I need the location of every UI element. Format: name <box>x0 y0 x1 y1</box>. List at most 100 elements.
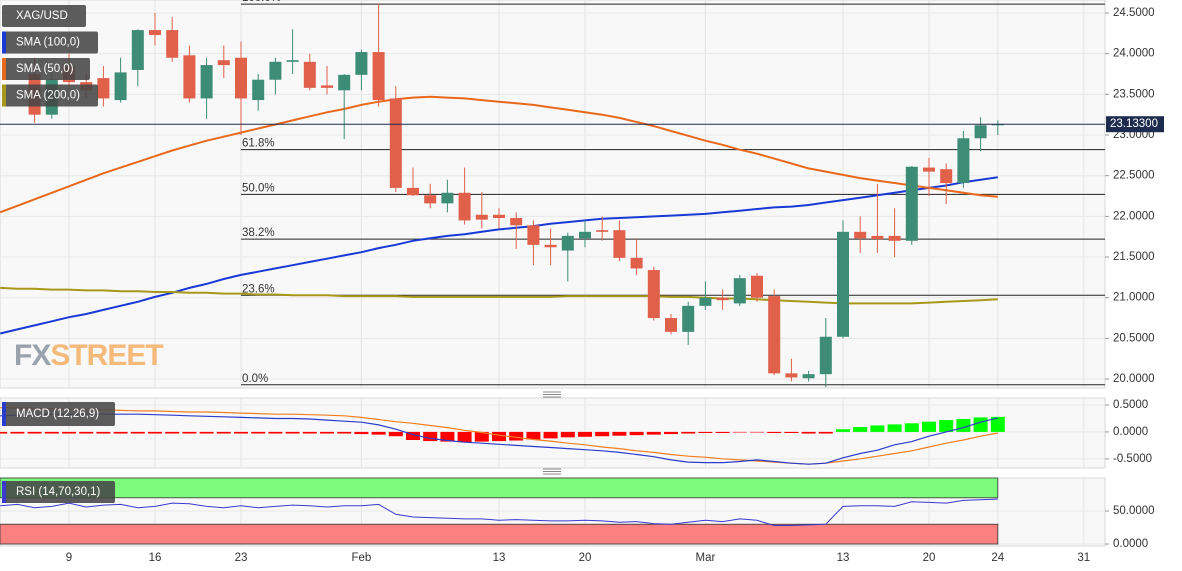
rsi-overbought-band <box>0 477 999 499</box>
macd-histogram-bar <box>234 431 248 434</box>
candle-body <box>561 235 574 251</box>
legend-box <box>2 5 86 27</box>
watermark: FXSTREET <box>14 339 163 372</box>
candle-body <box>733 278 746 304</box>
candle-body <box>579 231 591 239</box>
candle-body <box>407 187 419 196</box>
y-tick-label: -0.5000 <box>1113 453 1152 465</box>
legend-label: XAG/USD <box>16 10 68 22</box>
candle-body <box>613 230 626 258</box>
candle-body <box>389 98 402 188</box>
rsi-oversold-band <box>0 523 999 545</box>
candle-body <box>217 60 230 66</box>
candle-body <box>785 373 798 378</box>
last-price-box <box>1106 116 1164 133</box>
candle-body <box>544 244 557 248</box>
x-tick-label: Mar <box>695 552 715 564</box>
x-tick-label: 13 <box>837 552 850 564</box>
macd-histogram-bar <box>216 431 231 434</box>
sma-line <box>0 176 998 335</box>
x-tick-label: 13 <box>493 552 506 564</box>
candle-body <box>510 217 523 226</box>
candle-body <box>940 169 953 184</box>
candle-body <box>716 297 729 301</box>
macd-histogram-bar <box>990 416 1005 432</box>
watermark-fx: FX <box>14 339 51 372</box>
macd-histogram-bar <box>474 431 489 442</box>
macd-histogram-bar <box>732 431 747 433</box>
macd-line <box>0 413 998 465</box>
y-tick-label: 24.5000 <box>1113 7 1155 19</box>
candle-body <box>441 192 454 204</box>
candle-body <box>475 214 488 220</box>
macd-histogram-bar <box>715 431 730 433</box>
macd-histogram-bar <box>44 431 59 434</box>
legend-box <box>2 58 90 80</box>
macd-histogram-bar <box>560 431 575 438</box>
candle-body <box>905 166 918 241</box>
macd-histogram-bar <box>664 431 678 435</box>
candle-body <box>871 235 884 240</box>
candle-body <box>957 138 970 184</box>
macd-histogram-bar <box>302 431 317 434</box>
macd-histogram-bar <box>767 431 782 433</box>
macd-histogram-bar <box>681 431 696 434</box>
rsi-line <box>0 498 998 526</box>
candle-body <box>166 30 179 58</box>
candle-body <box>252 79 265 101</box>
macd-histogram-bar <box>509 431 524 441</box>
legend-label: SMA (100,0) <box>16 37 80 49</box>
candle-body <box>647 270 660 319</box>
candle-body <box>888 235 901 241</box>
candle-body <box>768 296 781 374</box>
candle-body <box>235 57 247 99</box>
x-tick-label: 16 <box>149 552 162 564</box>
macd-histogram-bar <box>853 427 868 432</box>
fib-label: 61.8% <box>242 138 275 150</box>
candle-body <box>269 61 282 80</box>
x-tick-label: 9 <box>66 552 72 564</box>
macd-histogram-bar <box>0 431 8 434</box>
macd-histogram-bar <box>836 429 850 432</box>
macd-histogram-bar <box>423 431 438 442</box>
x-tick-label: 23 <box>235 552 248 564</box>
macd-histogram-bar <box>922 421 936 432</box>
candle-body <box>458 192 471 221</box>
panel-handle[interactable] <box>543 468 561 475</box>
candle-body <box>114 72 127 101</box>
macd-histogram-bar <box>543 431 558 439</box>
macd-histogram-bar <box>904 423 919 432</box>
legend-box <box>2 402 115 426</box>
sma-line <box>0 95 998 214</box>
fib-label: 50.0% <box>242 182 275 194</box>
fib-label: 100.0% <box>242 0 281 4</box>
macd-histogram-bar <box>62 431 76 434</box>
macd-histogram-bar <box>371 431 386 435</box>
y-tick-label: 20.0000 <box>1113 373 1155 385</box>
macd-histogram-bar <box>612 431 627 436</box>
macd-histogram-bar <box>268 431 283 434</box>
macd-histogram-bar <box>79 431 94 434</box>
macd-histogram-bar <box>887 424 902 432</box>
candle-body <box>321 85 333 88</box>
panel-handle[interactable] <box>543 391 561 398</box>
macd-histogram-bar <box>629 431 644 436</box>
candle-body <box>819 336 832 375</box>
macd-histogram-bar <box>337 431 352 434</box>
macd-histogram-bar <box>406 431 420 440</box>
candle-body <box>424 195 437 204</box>
candle-body <box>630 257 643 269</box>
macd-histogram-bar <box>130 431 145 434</box>
candle-body <box>699 297 712 306</box>
y-tick-label: 23.5000 <box>1113 88 1155 100</box>
candle-body <box>596 230 609 232</box>
x-tick-label: 24 <box>991 552 1004 564</box>
macd-histogram-bar <box>165 431 180 434</box>
legend-swatch <box>2 84 6 107</box>
legend-label: SMA (200,0) <box>16 90 80 102</box>
candle-body <box>991 124 1004 126</box>
y-tick-label: 0.5000 <box>1113 399 1148 411</box>
macd-histogram-bar <box>750 431 764 433</box>
candle-body <box>665 318 677 332</box>
